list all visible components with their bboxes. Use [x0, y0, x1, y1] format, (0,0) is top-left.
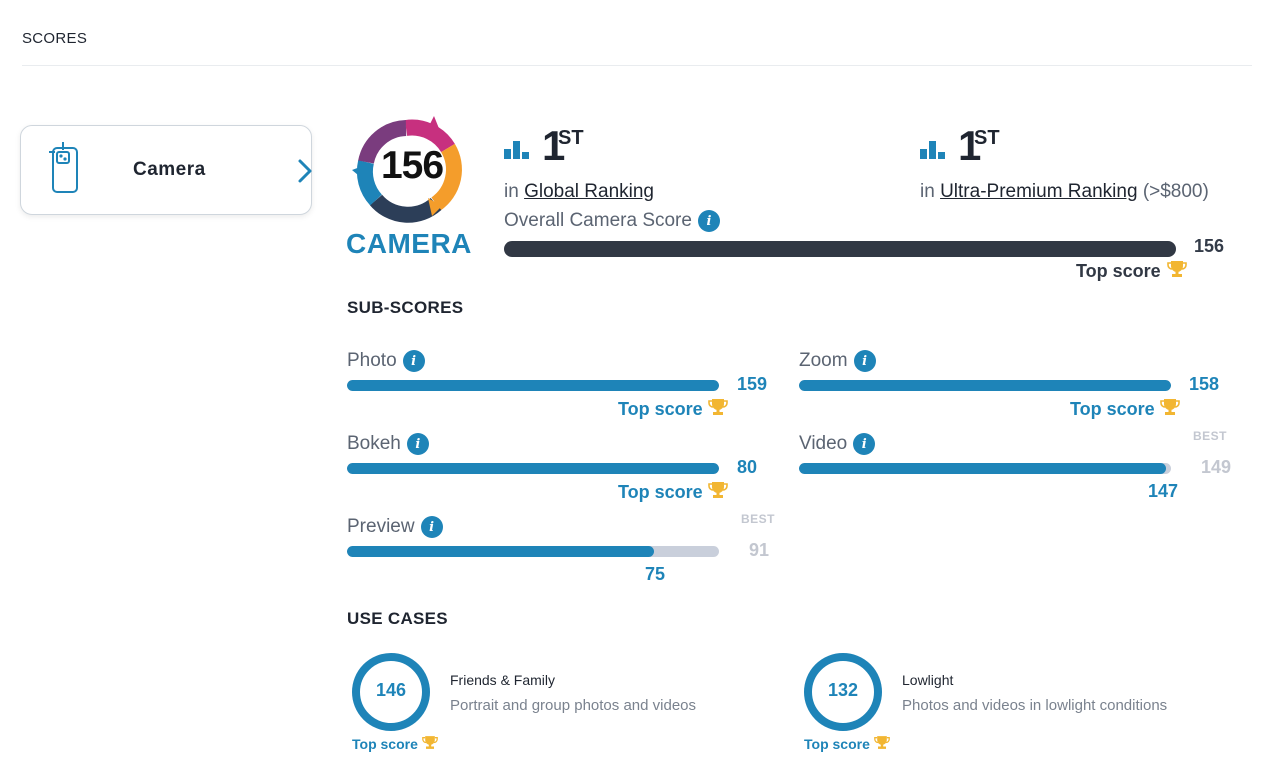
score-ring-icon	[352, 116, 462, 223]
subscore-track	[347, 380, 719, 391]
subscore-fill	[347, 380, 719, 391]
global-ranking-link[interactable]: Global Ranking	[524, 181, 654, 202]
camera-score-word: CAMERA	[346, 228, 472, 259]
subscore-zoom: Zoom i 158 Top score	[799, 350, 1229, 430]
info-icon[interactable]: i	[697, 210, 720, 232]
subscore-label-wrap: Photo i	[347, 350, 425, 372]
use-case-score: 146	[375, 680, 407, 700]
overall-score-value: 156	[1194, 236, 1225, 256]
subscores-title: SUB-SCORES	[347, 298, 464, 317]
subscore-fill	[799, 380, 1171, 391]
use-case-description: Portrait and group photos and videos	[450, 697, 696, 714]
top-score-label: Top score	[1076, 261, 1161, 281]
subscore-value: 75	[645, 564, 666, 584]
info-icon[interactable]: i	[420, 516, 443, 538]
subscore-fill	[799, 463, 1167, 474]
ranking-bars-icon	[504, 139, 532, 164]
subscore-top-score: Top score	[1070, 398, 1180, 421]
subscore-label: Bokeh	[347, 433, 401, 454]
trophy-icon	[707, 398, 728, 421]
subscore-label-wrap: Bokeh i	[347, 433, 429, 455]
ultra-premium-ranking-link[interactable]: Ultra-Premium Ranking	[940, 181, 1138, 202]
trophy-icon	[422, 735, 438, 753]
best-label: BEST	[741, 512, 776, 526]
top-score-label: Top score	[804, 736, 870, 752]
use-cases-title: USE CASES	[347, 609, 448, 628]
trophy-icon	[874, 735, 890, 753]
segment-price-range: (>$800)	[1142, 181, 1209, 202]
segment-rank-prefix: in	[920, 181, 935, 202]
divider	[22, 65, 1252, 66]
subscore-track	[347, 463, 719, 474]
camera-category-card[interactable]: Camera	[20, 125, 312, 215]
info-icon[interactable]: i	[402, 350, 425, 372]
subscore-value: 80	[737, 457, 758, 477]
global-rank-caption: in Global Ranking	[504, 181, 654, 203]
info-icon[interactable]: i	[853, 433, 876, 455]
subscore-label: Photo	[347, 350, 397, 371]
info-icon[interactable]: i	[406, 433, 429, 455]
chevron-right-icon	[297, 158, 313, 189]
overall-score-text: Overall Camera Score	[504, 210, 692, 231]
use-case-top-score: Top score	[352, 735, 438, 753]
use-case-lowlight: 132 Top score Lowlight Photos and videos…	[799, 652, 1219, 762]
subscore-label: Video	[799, 433, 848, 454]
segment-rank-suffix: ST	[974, 127, 1000, 149]
global-rank-prefix: in	[504, 181, 519, 202]
use-case-name: Lowlight	[902, 672, 954, 688]
camera-score-badge: 156 CAMERA	[346, 112, 472, 262]
camera-category-label: Camera	[133, 159, 206, 180]
use-case-name: Friends & Family	[450, 672, 556, 688]
top-score-label: Top score	[618, 399, 703, 419]
trophy-icon	[1159, 398, 1180, 421]
subscore-track	[799, 380, 1171, 391]
use-case-score: 132	[827, 680, 859, 700]
best-value: 149	[1201, 457, 1232, 477]
use-case-description: Photos and videos in lowlight conditions	[902, 697, 1168, 714]
use-case-friends-family: 146 Top score Friends & Family Portrait …	[347, 652, 767, 762]
use-case-top-score: Top score	[804, 735, 890, 753]
info-icon[interactable]: i	[853, 350, 876, 372]
overall-top-score: Top score	[1076, 260, 1187, 283]
subscore-track	[347, 546, 719, 557]
section-title: SCORES	[22, 30, 88, 47]
subscore-label-wrap: Video i	[799, 433, 876, 455]
subscore-value: 159	[737, 374, 768, 394]
top-score-label: Top score	[352, 736, 418, 752]
segment-rank-number: 1	[958, 122, 982, 169]
subscore-value: 158	[1189, 374, 1220, 394]
use-case-ring-icon	[352, 653, 430, 731]
subscore-fill	[347, 463, 719, 474]
subscore-top-score: Top score	[618, 398, 728, 421]
subscore-video: Video i BEST 149 147	[799, 429, 1232, 513]
use-case-ring-icon	[804, 653, 882, 731]
subscore-bokeh: Bokeh i 80 Top score	[347, 433, 777, 513]
subscore-photo: Photo i 159 Top score	[347, 350, 777, 430]
subscore-label: Zoom	[799, 350, 848, 371]
subscore-fill	[347, 546, 654, 557]
segment-rank-caption: in Ultra-Premium Ranking (>$800)	[920, 181, 1209, 203]
global-rank-number: 1	[542, 122, 566, 169]
subscore-track	[799, 463, 1171, 474]
subscore-top-score: Top score	[618, 481, 728, 504]
trophy-icon	[707, 481, 728, 504]
ranking-bars-icon	[920, 139, 948, 164]
camera-score-value: 156	[380, 144, 444, 187]
top-score-label: Top score	[618, 482, 703, 502]
trophy-icon	[1166, 260, 1187, 283]
overall-score-label: Overall Camera Score i	[504, 210, 720, 232]
top-score-label: Top score	[1070, 399, 1155, 419]
best-value: 91	[749, 540, 770, 560]
subscore-label: Preview	[347, 516, 415, 537]
global-rank-suffix: ST	[558, 127, 584, 149]
subscore-value: 147	[1148, 481, 1179, 501]
overall-score-bar	[504, 241, 1176, 257]
subscore-preview: Preview i BEST 91 75	[347, 512, 777, 596]
subscore-label-wrap: Zoom i	[799, 350, 876, 372]
phone-camera-icon	[47, 142, 103, 207]
subscore-label-wrap: Preview i	[347, 516, 443, 538]
best-label: BEST	[1193, 429, 1228, 443]
